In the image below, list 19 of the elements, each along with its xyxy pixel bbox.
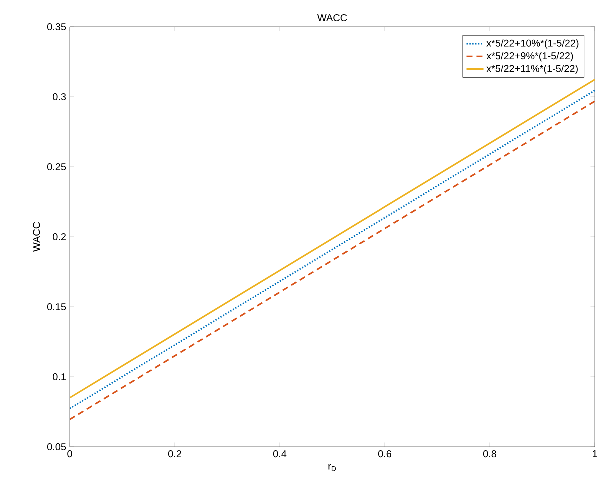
chart-title: WACC bbox=[318, 14, 348, 22]
y-tick-label: 0.2 bbox=[53, 233, 66, 241]
legend-label: x*5/22+9%*(1-5/22) bbox=[486, 52, 574, 62]
x-tick-label: 0.6 bbox=[378, 450, 392, 458]
y-tick-label: 0.3 bbox=[53, 93, 66, 101]
y-tick-label: 0.25 bbox=[47, 163, 66, 171]
y-tick-label: 0.15 bbox=[47, 303, 66, 311]
legend-label: x*5/22+11%*(1-5/22) bbox=[486, 64, 578, 74]
y-tick-label: 0.35 bbox=[47, 23, 66, 31]
x-tick-label: 0.4 bbox=[273, 450, 287, 458]
x-tick-label: 0.2 bbox=[168, 450, 182, 458]
x-axis-title: r$_{D}$ bbox=[328, 464, 336, 472]
x-tick-label: 1 bbox=[593, 450, 598, 458]
y-tick-label: 0.1 bbox=[53, 373, 66, 381]
x-tick-label: 0.8 bbox=[483, 450, 496, 458]
legend-label: x*5/22+10%*(1-5/22) bbox=[486, 40, 579, 49]
y-tick-label: 0.05 bbox=[47, 443, 66, 451]
x-tick-label: 0 bbox=[68, 450, 72, 458]
y-axis-title: WACC bbox=[33, 222, 40, 252]
